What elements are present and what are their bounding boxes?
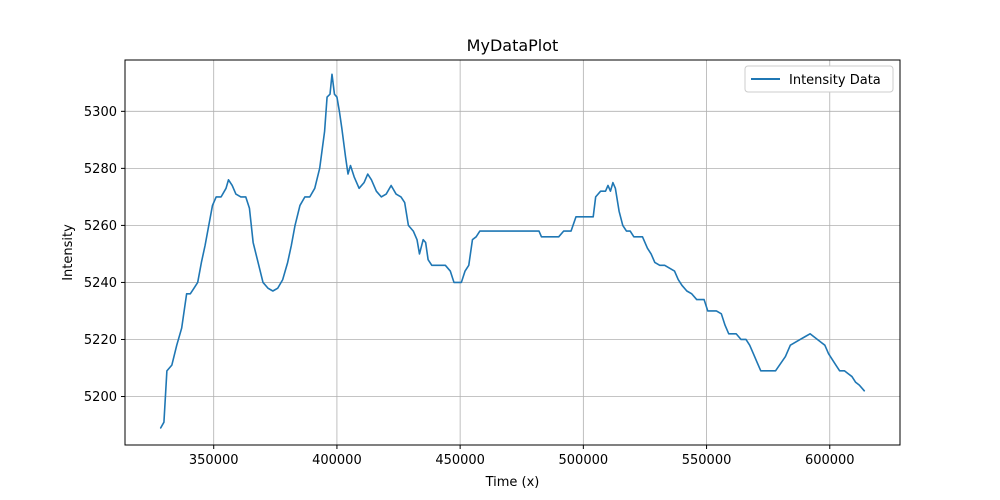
grid-lines (125, 60, 900, 445)
legend-box (744, 65, 894, 93)
plot-frame (124, 59, 901, 446)
y-tick-label: 5280 (84, 162, 117, 177)
x-tick-label: 500000 (559, 453, 609, 468)
x-tick-label: 550000 (682, 453, 732, 468)
y-tick-label: 5220 (84, 333, 117, 348)
x-tick-label: 350000 (189, 453, 239, 468)
x-tick-label: 400000 (312, 453, 362, 468)
legend-label: Intensity Data (789, 73, 881, 88)
series-layer (159, 73, 866, 429)
chart-title: MyDataPlot (467, 36, 559, 55)
x-axis-title: Time (x) (485, 475, 540, 490)
y-tick-label: 5200 (84, 390, 117, 405)
legend: Intensity Data (744, 65, 894, 93)
y-tick-label: 5300 (84, 105, 117, 120)
x-tick-label: 450000 (435, 453, 485, 468)
plot-background (125, 60, 900, 445)
axis-ticks: 350000 400000 450000 500000 550000 600000 5200… (84, 105, 855, 468)
x-tick-label: 600000 (805, 453, 855, 468)
series-line-intensity-data (159, 73, 866, 429)
y-axis-title: Intensity (61, 224, 76, 281)
y-tick-label: 5240 (84, 276, 117, 291)
y-tick-label: 5260 (84, 219, 117, 234)
